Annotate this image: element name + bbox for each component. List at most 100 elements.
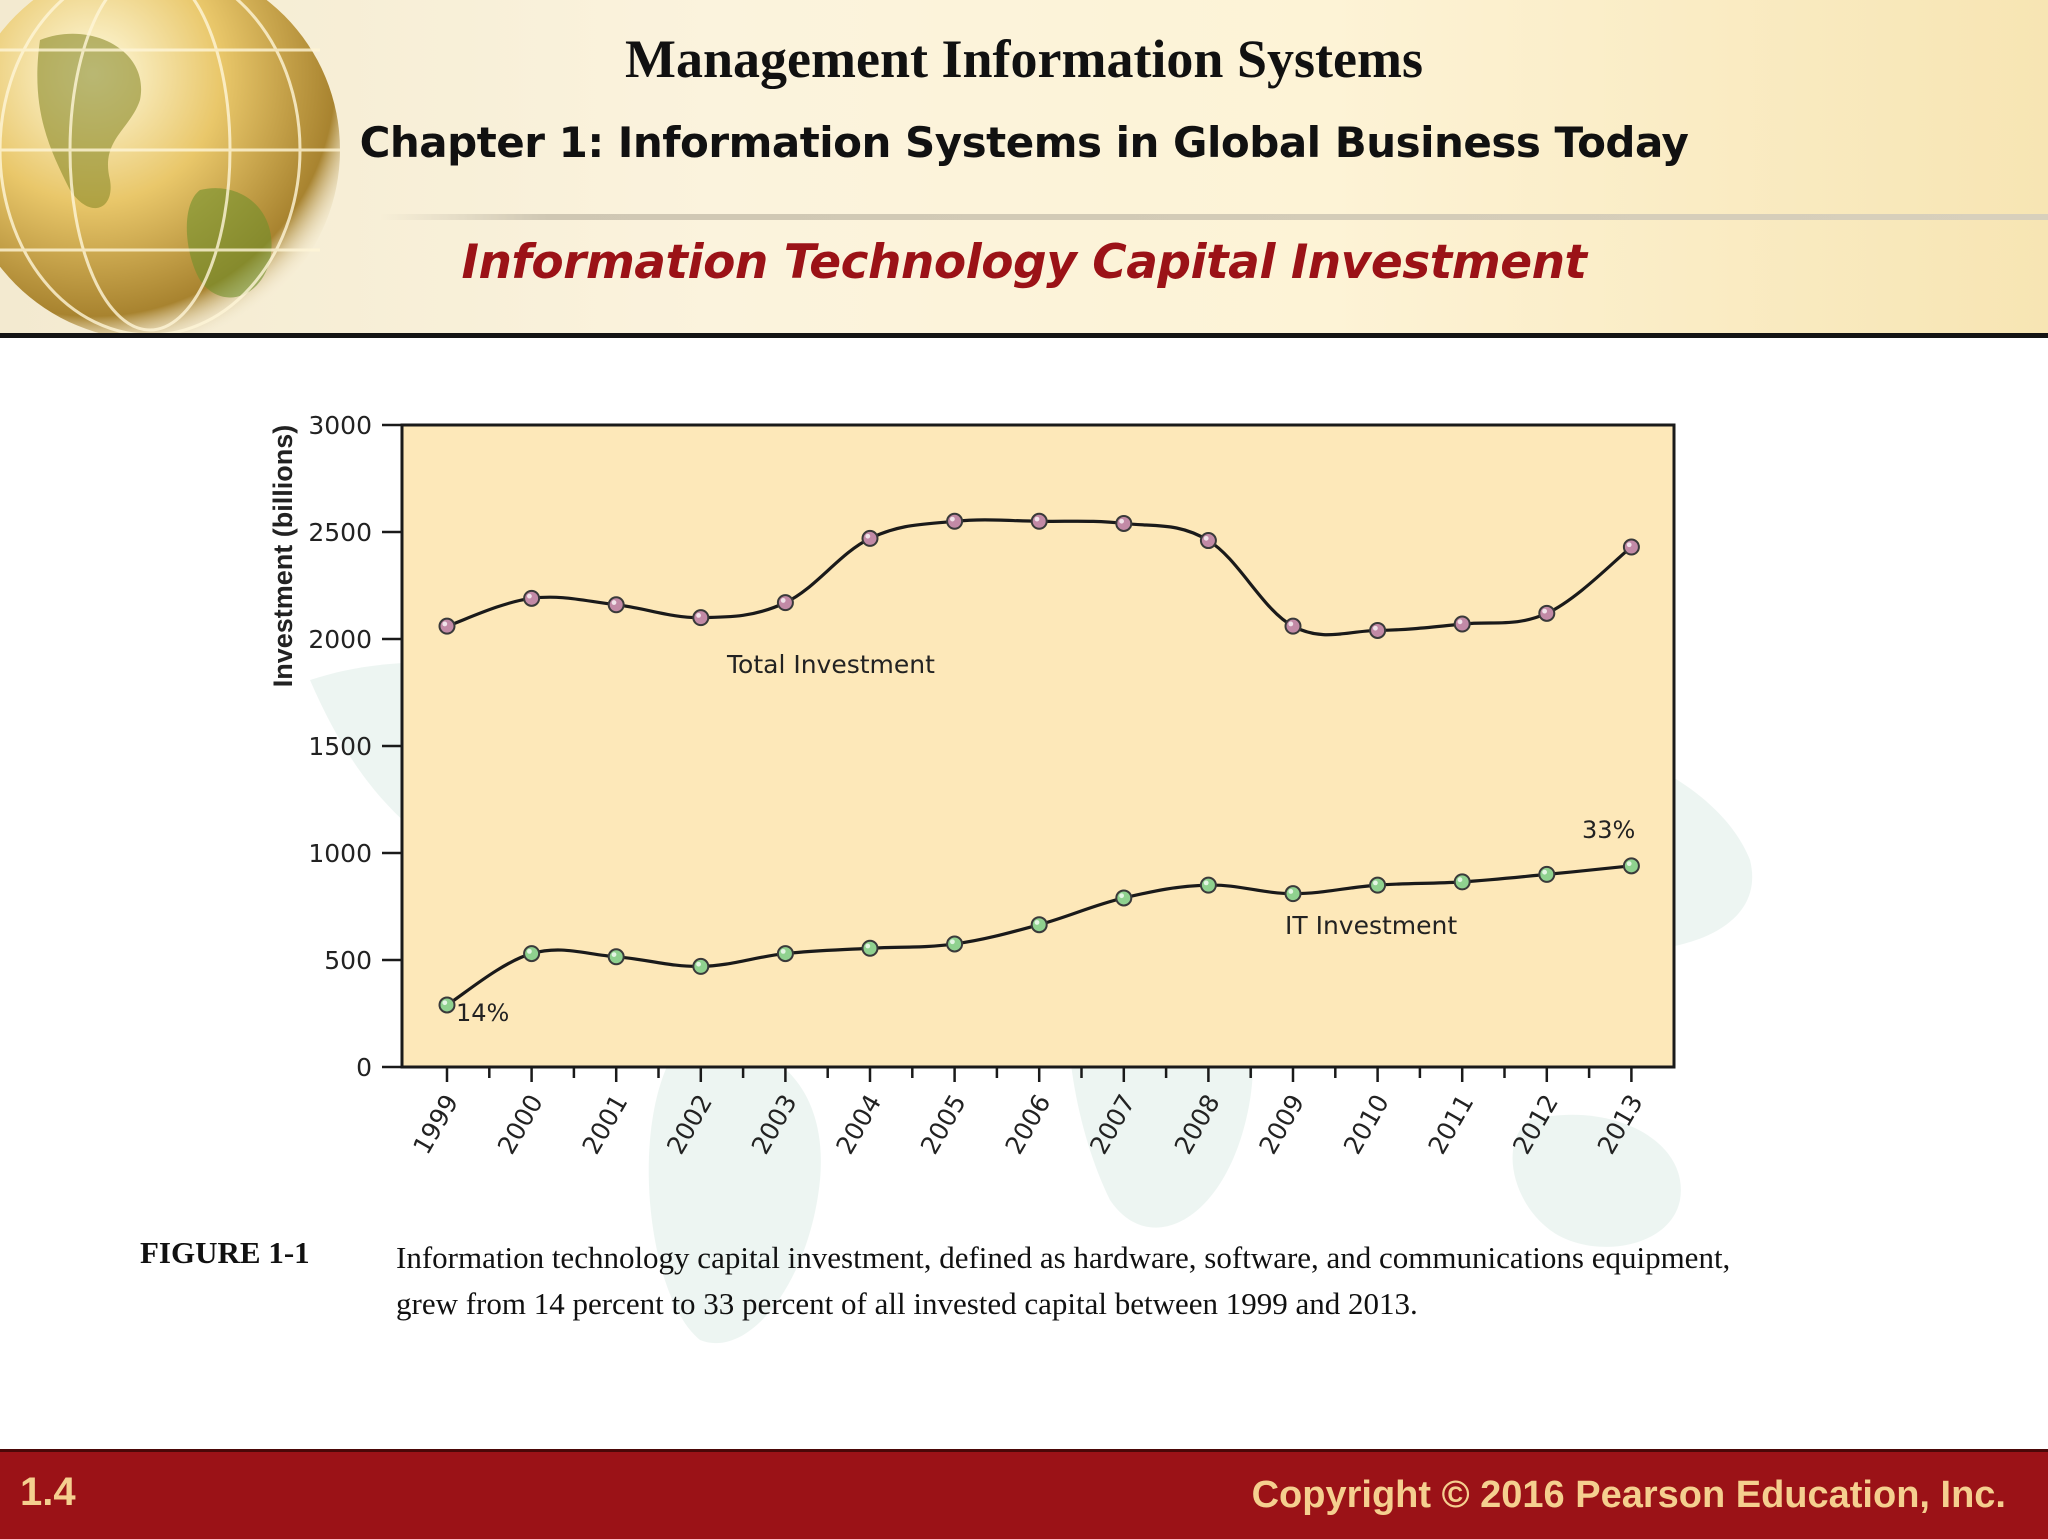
data-point-total — [1538, 604, 1556, 622]
x-tick-label: 2006 — [999, 1090, 1056, 1160]
data-point-highlight-it — [950, 939, 955, 945]
data-point-it — [438, 996, 456, 1014]
data-point-it — [946, 935, 964, 953]
slide-title: Information Technology Capital Investmen… — [461, 235, 1587, 290]
y-tick-label: 3000 — [308, 411, 372, 440]
data-point-it — [1284, 885, 1302, 903]
y-tick-label: 2000 — [308, 625, 372, 654]
x-tick-label: 2011 — [1422, 1090, 1479, 1160]
header-divider — [380, 214, 2048, 220]
data-point-highlight-it — [442, 1000, 448, 1006]
x-tick-label: 2004 — [830, 1090, 887, 1160]
data-point-highlight-total — [1288, 621, 1294, 627]
header-bottom-rule — [0, 333, 2048, 338]
slide-footer: 1.4 Copyright © 2016 Pearson Education, … — [0, 1449, 2048, 1539]
y-axis: 0 500 1000 1500 2000 2500 3000 — [308, 411, 402, 1082]
data-point-highlight-total — [1457, 619, 1463, 625]
data-point-highlight-it — [1542, 869, 1547, 875]
series-label-total: Total Investment — [726, 650, 935, 679]
data-point-total — [1369, 621, 1387, 639]
x-tick-label: 2003 — [746, 1090, 803, 1160]
data-point-total — [861, 529, 879, 547]
x-tick-label: 2012 — [1507, 1090, 1564, 1160]
data-point-total — [776, 594, 794, 612]
data-point-highlight-total — [865, 533, 871, 539]
data-point-it — [523, 945, 541, 963]
data-point-highlight-total — [1034, 516, 1040, 522]
x-tick-label: 2013 — [1592, 1090, 1649, 1160]
data-point-highlight-it — [1626, 861, 1632, 867]
x-tick-label: 2007 — [1084, 1090, 1141, 1160]
data-point-total — [1453, 615, 1471, 633]
y-tick-label: 1500 — [308, 732, 372, 761]
data-point-it — [1030, 916, 1048, 934]
data-point-highlight-total — [1542, 608, 1547, 614]
chapter-title: Chapter 1: Information Systems in Global… — [359, 118, 1689, 167]
data-point-highlight-total — [1373, 625, 1378, 631]
data-point-highlight-it — [1203, 880, 1209, 886]
y-tick-label: 1000 — [308, 839, 372, 868]
data-point-highlight-total — [611, 600, 617, 605]
data-point-highlight-total — [1119, 518, 1124, 524]
x-tick-label: 2005 — [915, 1090, 972, 1160]
globe-icon — [0, 0, 340, 335]
data-point-highlight-it — [527, 948, 532, 954]
figure-caption-text: Information technology capital investmen… — [396, 1240, 1731, 1321]
data-point-it — [1115, 889, 1133, 907]
data-point-total — [438, 617, 456, 635]
annotation-start-percent: 14% — [456, 999, 509, 1027]
data-point-it — [1369, 876, 1387, 894]
x-axis: 1999 2000 2001 2002 2003 2004 2005 2006 2007 2008… — [407, 1067, 1649, 1160]
data-point-highlight-it — [1288, 889, 1294, 894]
x-tick-label: 2002 — [661, 1090, 718, 1160]
x-tick-label: 2008 — [1169, 1090, 1226, 1160]
data-point-highlight-total — [696, 613, 701, 618]
data-point-total — [692, 609, 710, 627]
data-point-total — [1284, 617, 1302, 635]
data-point-total — [1622, 538, 1640, 556]
y-tick-label: 500 — [324, 946, 372, 975]
data-point-total — [946, 512, 964, 530]
y-axis-label: Investment (billions) — [268, 425, 298, 688]
x-tick-label: 2010 — [1338, 1090, 1395, 1160]
data-point-highlight-it — [865, 943, 871, 949]
data-point-highlight-it — [1373, 880, 1378, 886]
y-tick-label: 0 — [356, 1053, 372, 1082]
data-point-it — [861, 939, 879, 957]
data-point-highlight-total — [442, 621, 448, 627]
data-point-it — [1538, 865, 1556, 883]
data-point-it — [1622, 857, 1640, 875]
data-point-it — [1453, 873, 1471, 891]
x-tick-label: 2001 — [576, 1090, 633, 1160]
data-point-total — [607, 596, 625, 614]
copyright-notice: Copyright © 2016 Pearson Education, Inc. — [1251, 1474, 2006, 1516]
data-point-highlight-it — [696, 961, 701, 967]
figure-label: FIGURE 1-1 — [140, 1235, 310, 1270]
data-point-highlight-it — [1457, 877, 1463, 883]
data-point-total — [1030, 512, 1048, 530]
data-point-it — [607, 948, 625, 966]
data-point-total — [1115, 514, 1133, 532]
data-point-highlight-it — [1034, 920, 1040, 925]
data-point-highlight-it — [611, 952, 617, 957]
slide-header — [0, 0, 2048, 333]
data-point-highlight-it — [1119, 893, 1124, 899]
data-point-highlight-total — [780, 598, 786, 603]
data-point-highlight-total — [950, 516, 955, 522]
data-point-highlight-total — [1203, 535, 1209, 541]
data-point-it — [776, 945, 794, 963]
data-point-total — [523, 589, 541, 607]
page-number: 1.4 — [20, 1470, 76, 1514]
annotation-end-percent: 33% — [1582, 816, 1635, 844]
data-point-it — [692, 957, 710, 975]
x-tick-label: 1999 — [407, 1090, 464, 1160]
data-point-highlight-it — [780, 948, 786, 954]
series-points — [438, 512, 1640, 1014]
y-tick-label: 2500 — [308, 518, 372, 547]
data-point-it — [1199, 876, 1217, 894]
data-point-total — [1199, 532, 1217, 550]
data-point-highlight-total — [527, 593, 532, 599]
series-label-it: IT Investment — [1285, 911, 1457, 940]
x-tick-label: 2000 — [492, 1090, 549, 1160]
